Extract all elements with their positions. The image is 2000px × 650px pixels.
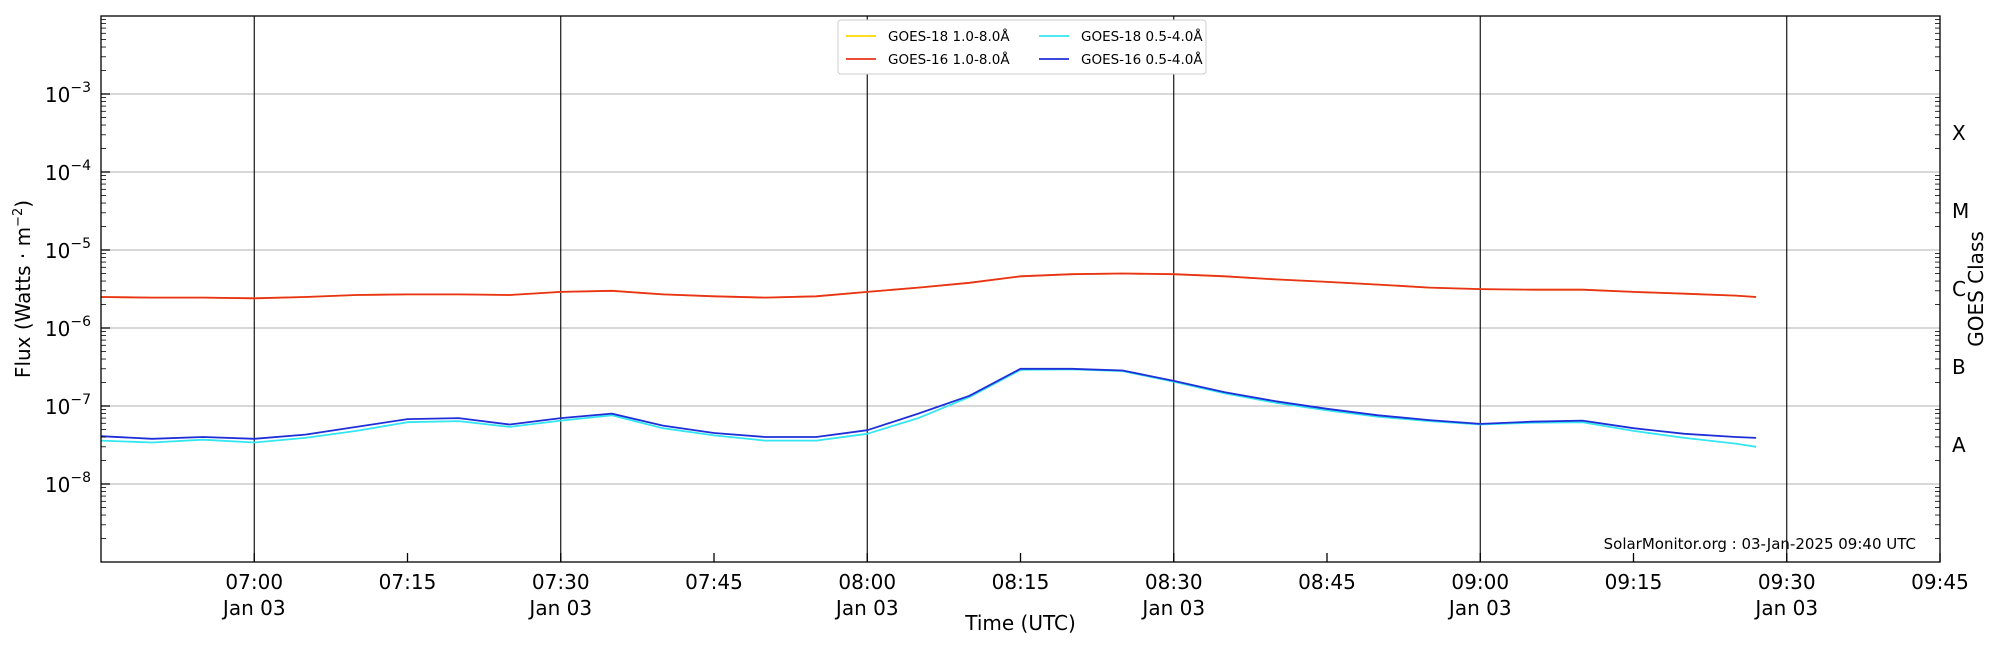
x-tick-label: 08:00 xyxy=(838,570,896,594)
goes-class-label: A xyxy=(1952,433,1966,457)
goes-class-label: X xyxy=(1952,121,1966,145)
vertical-time-lines xyxy=(253,16,1788,562)
y-tick-label: 10−3 xyxy=(45,80,91,107)
legend-box xyxy=(837,19,1207,75)
x-tick-label: 07:30 xyxy=(532,570,590,594)
x-tick-date-label: Jan 03 xyxy=(527,596,592,620)
x-tick-label: 09:30 xyxy=(1758,570,1816,594)
grid-lines xyxy=(101,93,1940,485)
y-axis-ticks: 10−8 10−7 10−6 10−5 10−4 10−3 xyxy=(45,19,1940,539)
y-tick-label: 10−4 xyxy=(45,158,91,185)
legend-label: GOES-16 1.0-8.0Å xyxy=(888,51,1010,68)
legend-label: GOES-18 0.5-4.0Å xyxy=(1081,28,1203,45)
x-tick-label: 07:00 xyxy=(225,570,283,594)
x-tick-label: 08:45 xyxy=(1298,570,1356,594)
x-tick-label: 08:30 xyxy=(1145,570,1203,594)
series-line xyxy=(100,272,1757,300)
y-axis-title-close: ) xyxy=(11,200,35,208)
y-axis-title: Flux (Watts · m−2) xyxy=(11,200,35,378)
legend-label: GOES-16 0.5-4.0Å xyxy=(1081,51,1203,68)
goes-class-label: C xyxy=(1952,277,1966,301)
series-line xyxy=(100,367,1757,440)
y-axis-title-exponent: −2 xyxy=(11,208,26,227)
x-tick-date-label: Jan 03 xyxy=(1447,596,1512,620)
x-tick-label: 09:00 xyxy=(1451,570,1509,594)
x-tick-label: 09:45 xyxy=(1911,570,1969,594)
plot-frame xyxy=(100,15,1941,563)
x-tick-date-label: Jan 03 xyxy=(1140,596,1205,620)
x-tick-label: 08:15 xyxy=(992,570,1050,594)
y-tick-label: 10−8 xyxy=(45,470,91,497)
y-tick-label: 10−5 xyxy=(45,236,91,263)
x-tick-label: 09:15 xyxy=(1605,570,1663,594)
goes-class-axis-title: GOES Class xyxy=(1964,231,1988,347)
legend: GOES-18 1.0-8.0Å GOES-16 1.0-8.0Å GOES-18 … xyxy=(837,19,1207,75)
source-annotation: SolarMonitor.org : 03-Jan-2025 09:40 UTC xyxy=(1604,535,1916,553)
x-axis-title: Time (UTC) xyxy=(964,611,1076,635)
x-tick-date-label: Jan 03 xyxy=(1753,596,1818,620)
goes-class-axis: A B C M X xyxy=(1952,121,1969,457)
x-tick-date-label: Jan 03 xyxy=(221,596,286,620)
legend-label: GOES-18 1.0-8.0Å xyxy=(888,28,1010,45)
y-tick-label: 10−6 xyxy=(45,314,91,341)
x-tick-label: 07:15 xyxy=(379,570,437,594)
goes-class-label: B xyxy=(1952,355,1966,379)
x-tick-date-label: Jan 03 xyxy=(834,596,899,620)
y-axis-title-main: Flux (Watts · m xyxy=(11,227,35,378)
goes-class-label: M xyxy=(1952,199,1969,223)
series-lines xyxy=(100,272,1757,448)
y-tick-label: 10−7 xyxy=(45,392,91,419)
x-tick-label: 07:45 xyxy=(685,570,743,594)
series-line xyxy=(100,368,1757,448)
